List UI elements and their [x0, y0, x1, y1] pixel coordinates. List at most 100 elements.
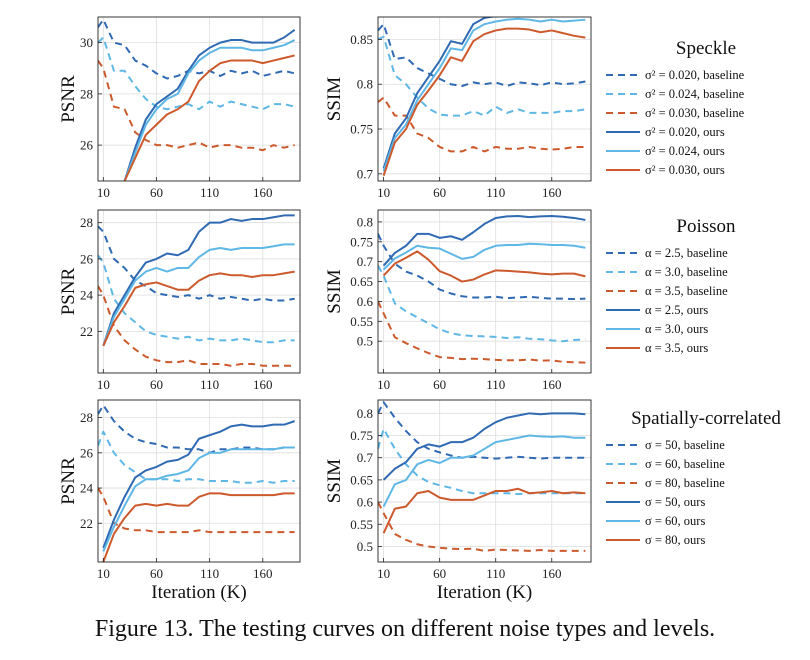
y-tick-label: 0.65: [350, 472, 373, 487]
chart-panel-2: 10 60 110 160 0.7 0.75 0.8 0.85 SSIM: [324, 16, 592, 200]
legend-label: σ² = 0.020, baseline: [645, 68, 745, 82]
y-tick-label: 0.7: [357, 166, 374, 181]
series-line: [102, 214, 295, 347]
x-tick-label: 110: [486, 566, 505, 581]
x-tick-label: 10: [377, 377, 390, 392]
x-axis-label: Iteration (K): [151, 582, 246, 603]
y-tick-label: 0.6: [357, 495, 374, 510]
axes-frame: [377, 209, 592, 374]
axes-frame: [97, 16, 301, 182]
y-tick-label: 0.55: [350, 314, 373, 329]
plot-area: [378, 210, 591, 373]
series-line: [378, 233, 586, 301]
series-line: [102, 446, 295, 552]
x-tick-label: 160: [253, 377, 273, 392]
series-line: [378, 301, 586, 364]
y-tick-label: 28: [80, 410, 93, 425]
x-tick-label: 160: [542, 377, 562, 392]
x-tick-label: 60: [150, 377, 163, 392]
chart-panel-5: 10 60 110 160 22 24 26 28 PSNR Iteration (K): [58, 399, 301, 603]
series-line: [123, 39, 296, 181]
y-tick-label: 26: [80, 445, 94, 460]
y-tick-label: 0.5: [357, 334, 373, 349]
y-tick-label: 0.8: [357, 77, 373, 92]
y-tick-label: 24: [80, 288, 94, 303]
x-tick-label: 60: [433, 377, 446, 392]
series-line: [98, 430, 295, 484]
x-tick-label: 110: [200, 377, 219, 392]
plot-area: [98, 210, 300, 373]
x-tick-label: 110: [486, 185, 505, 200]
series-line: [102, 243, 295, 347]
series-line: [102, 420, 295, 549]
legend-title: Poisson: [676, 216, 736, 237]
plot-area: [98, 17, 300, 181]
series-line: [123, 28, 296, 181]
y-axis-label: SSIM: [324, 269, 345, 313]
y-tick-label: 0.7: [357, 254, 374, 269]
y-tick-label: 0.5: [357, 539, 373, 554]
x-tick-label: 160: [542, 185, 562, 200]
legend-label: σ = 80, ours: [645, 533, 705, 547]
legend-label: σ² = 0.024, baseline: [645, 87, 745, 101]
y-tick-label: 24: [80, 481, 94, 496]
x-tick-label: 10: [377, 566, 390, 581]
y-tick-label: 0.6: [357, 294, 374, 309]
legend-2: Poisson α = 2.5, baseline α = 3.0, baselin…: [606, 216, 736, 355]
series-line: [98, 254, 295, 344]
series-line: [98, 487, 295, 534]
chart-panel-1: 10 60 110 160 26 28 30 PSNR: [58, 16, 301, 200]
x-axis-label: Iteration (K): [437, 582, 532, 603]
axes-frame: [377, 16, 592, 182]
series-line: [102, 492, 295, 562]
series-line: [382, 17, 586, 172]
x-tick-label: 60: [433, 566, 446, 581]
y-tick-label: 26: [80, 251, 94, 266]
y-tick-label: 0.8: [357, 406, 373, 421]
x-tick-label: 160: [542, 566, 562, 581]
series-line: [378, 427, 586, 496]
legend-3: Spatially-correlated σ = 50, baseline σ = …: [606, 408, 781, 547]
y-tick-label: 0.55: [350, 517, 373, 532]
x-tick-label: 160: [253, 185, 273, 200]
axes-frame: [97, 399, 301, 563]
series-line: [382, 214, 586, 267]
series-line: [123, 54, 295, 181]
x-tick-label: 10: [97, 185, 110, 200]
x-tick-label: 60: [150, 566, 163, 581]
series-line: [382, 242, 586, 271]
legend-label: σ² = 0.030, baseline: [645, 106, 745, 120]
y-axis-label: PSNR: [58, 75, 79, 123]
legend-label: σ = 50, baseline: [645, 438, 725, 452]
y-tick-label: 0.85: [350, 32, 373, 47]
legend-label: α = 3.0, baseline: [645, 265, 728, 279]
x-tick-label: 10: [97, 377, 110, 392]
y-tick-label: 0.75: [350, 428, 373, 443]
legend-label: σ = 80, baseline: [645, 476, 725, 490]
series-line: [382, 17, 497, 169]
legend-1: Speckle σ² = 0.020, baseline σ² = 0.024, b…: [606, 38, 745, 177]
x-tick-label: 10: [97, 566, 110, 581]
y-tick-label: 0.7: [357, 450, 374, 465]
legend-label: α = 2.5, baseline: [645, 246, 728, 260]
x-tick-label: 10: [377, 185, 390, 200]
y-tick-label: 0.8: [357, 214, 373, 229]
y-tick-label: 28: [80, 215, 93, 230]
y-tick-label: 22: [80, 516, 93, 531]
chart-panel-6: 10 60 110 160 0.5 0.55 0.6 0.65 0.7 0.75 0.8 SSIM It…: [324, 399, 592, 603]
y-tick-label: 22: [80, 324, 93, 339]
legend-title: Speckle: [676, 38, 736, 59]
series-line: [378, 401, 586, 460]
y-axis-label: SSIM: [324, 77, 345, 121]
y-tick-label: 26: [80, 138, 94, 153]
series-line: [382, 434, 586, 507]
series-line: [98, 225, 295, 302]
series-line: [378, 23, 586, 88]
chart-panel-3: 10 60 110 160 22 24 26 28 PSNR: [58, 209, 301, 392]
x-tick-label: 60: [150, 185, 163, 200]
x-tick-label: 110: [486, 377, 505, 392]
plot-area: [378, 400, 591, 562]
series-line: [98, 18, 295, 80]
x-tick-label: 60: [433, 185, 446, 200]
